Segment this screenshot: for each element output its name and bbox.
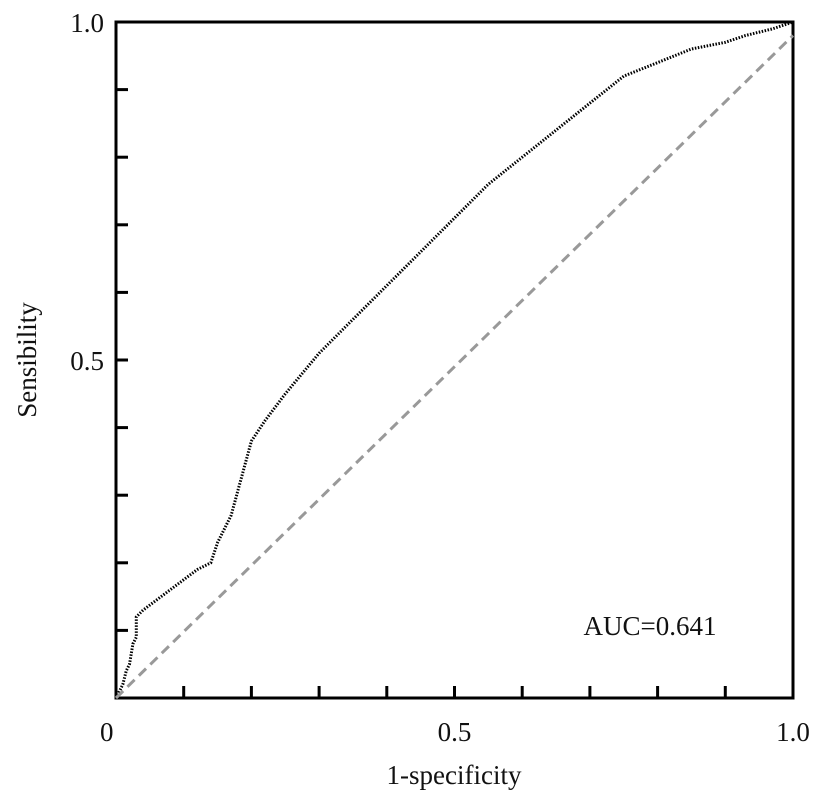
x-tick-label: 0.5 [438, 717, 472, 747]
y-tick-label: 1.0 [70, 8, 104, 38]
tick-labels: 0 0.5 1.0 0.5 1.0 [70, 8, 810, 747]
axis-ticks [116, 88, 727, 698]
x-tick-label: 1.0 [776, 717, 810, 747]
x-tick-label: 0 [100, 717, 114, 747]
plot-frame [114, 20, 795, 700]
auc-annotation: AUC=0.641 [584, 611, 717, 641]
y-tick-label: 0.5 [70, 346, 104, 376]
series-layer [114, 20, 795, 700]
y-axis-label: Sensibility [12, 302, 42, 418]
roc-curve [114, 20, 794, 699]
reference-diagonal [114, 34, 795, 700]
x-axis-label: 1-specificity [387, 760, 522, 790]
